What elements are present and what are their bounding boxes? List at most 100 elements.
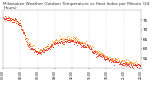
Point [76,42,79,43]
Point [56,40,58,41]
Point [6,17,8,18]
Point [134,63,136,64]
Point [73,41,76,43]
Point [71,40,74,41]
Point [91,46,94,48]
Point [111,60,114,62]
Point [24,38,26,39]
Point [107,57,110,59]
Point [116,58,119,60]
Point [46,45,48,47]
Point [20,25,22,27]
Point [10,19,12,20]
Point [57,41,60,43]
Point [77,41,80,42]
Point [64,38,67,39]
Point [21,29,24,31]
Point [79,44,81,45]
Point [44,46,47,48]
Point [55,42,58,43]
Point [17,23,19,24]
Point [9,19,12,20]
Point [97,53,100,54]
Point [122,60,125,62]
Point [32,45,35,46]
Point [78,42,81,43]
Point [103,58,105,59]
Point [40,49,43,50]
Point [8,19,10,20]
Point [102,58,105,59]
Point [138,64,140,65]
Point [119,62,122,64]
Point [83,46,86,48]
Point [43,48,45,50]
Point [32,48,35,50]
Point [39,48,42,50]
Point [6,19,9,21]
Point [64,40,67,42]
Point [54,42,57,44]
Point [132,64,135,66]
Point [133,63,135,64]
Point [80,45,83,46]
Point [92,52,94,54]
Point [2,18,5,20]
Point [6,17,9,18]
Point [47,48,49,49]
Point [99,55,102,56]
Point [118,60,121,62]
Point [8,19,11,20]
Point [128,66,131,68]
Point [26,44,29,45]
Point [48,48,50,49]
Point [139,64,142,66]
Point [38,51,40,52]
Point [73,43,75,44]
Point [58,41,61,43]
Point [38,52,40,54]
Point [96,51,99,53]
Point [98,53,101,55]
Point [104,58,107,59]
Point [59,42,61,43]
Point [30,47,32,48]
Point [47,43,49,45]
Point [7,19,9,20]
Point [31,48,34,49]
Point [19,23,21,24]
Point [71,41,74,42]
Point [27,46,29,47]
Point [48,46,51,47]
Point [105,59,107,60]
Point [100,55,102,57]
Point [63,43,65,44]
Point [33,50,36,51]
Point [56,42,58,44]
Point [27,46,30,48]
Point [51,41,54,42]
Point [49,46,51,48]
Point [105,59,108,60]
Point [90,48,92,49]
Point [81,42,83,44]
Point [44,46,46,47]
Point [95,50,97,52]
Point [13,20,16,21]
Point [72,40,74,41]
Point [37,50,40,52]
Point [67,35,69,37]
Point [11,19,13,20]
Point [119,64,121,65]
Point [115,59,117,60]
Point [58,39,60,41]
Point [22,32,25,34]
Point [4,18,7,19]
Point [91,51,93,52]
Point [15,21,18,22]
Point [94,51,97,52]
Point [93,52,95,53]
Point [103,55,106,56]
Point [2,17,4,18]
Point [23,35,26,36]
